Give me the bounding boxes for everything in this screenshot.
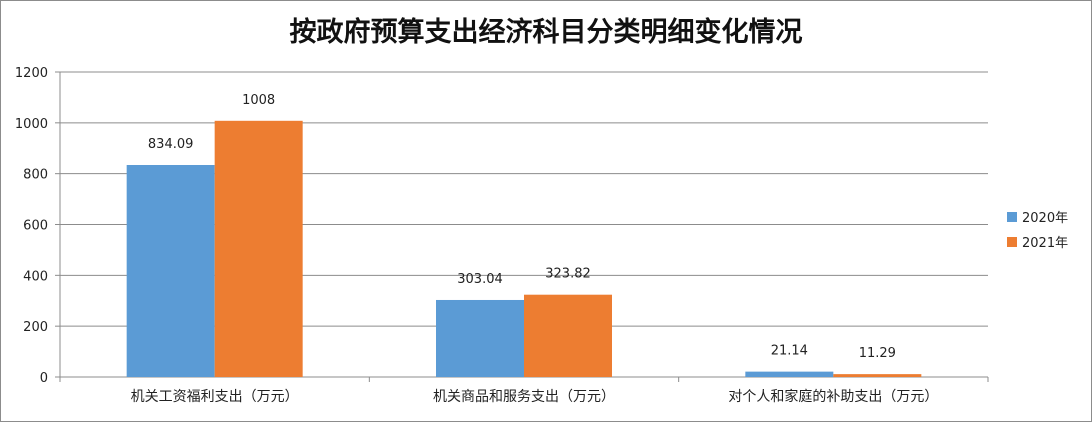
y-tick-label: 1200 <box>15 66 48 81</box>
bar <box>126 165 215 377</box>
chart-title: 按政府预算支出经济科目分类明细变化情况 <box>289 17 803 48</box>
y-tick-label: 1000 <box>15 117 48 132</box>
legend-label: 2020年 <box>1022 211 1068 226</box>
legend-swatch <box>1007 212 1017 222</box>
data-label: 834.09 <box>148 137 194 152</box>
bar <box>745 371 834 377</box>
data-label: 303.04 <box>457 272 503 287</box>
y-tick-label: 200 <box>23 320 48 335</box>
x-category-label: 对个人和家庭的补助支出（万元） <box>728 388 938 405</box>
bar <box>436 299 524 377</box>
x-category-label: 机关商品和服务支出（万元） <box>433 389 615 405</box>
y-tick-label: 800 <box>23 168 48 183</box>
y-tick-label: 400 <box>23 269 48 284</box>
legend-label: 2021年 <box>1022 236 1068 251</box>
bar <box>214 120 303 378</box>
data-label: 21.14 <box>771 344 808 359</box>
bar <box>833 374 922 377</box>
legend-swatch <box>1007 237 1017 247</box>
data-label: 323.82 <box>545 267 591 282</box>
y-tick-label: 0 <box>40 371 48 386</box>
data-label: 1008 <box>242 93 275 108</box>
data-label: 11.29 <box>859 346 896 361</box>
y-tick-label: 600 <box>23 219 48 234</box>
x-category-label: 机关工资福利支出（万元） <box>131 389 299 405</box>
bar <box>524 294 612 377</box>
